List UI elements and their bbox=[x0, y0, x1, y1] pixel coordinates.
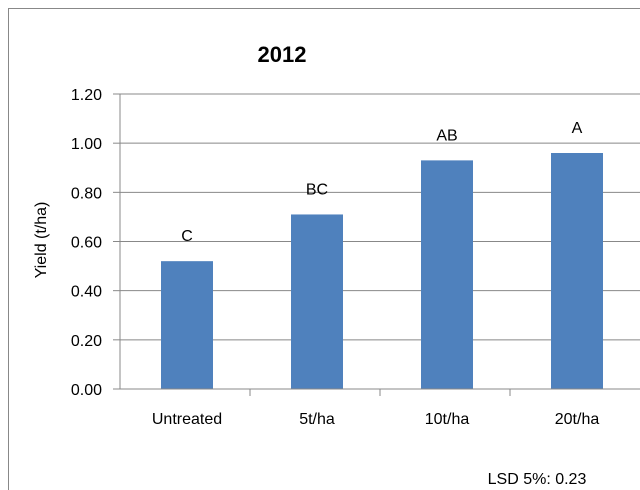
bar bbox=[551, 153, 603, 389]
y-axis-label: Yield (t/ha) bbox=[33, 202, 50, 279]
lsd-annotation: LSD 5%: 0.23 bbox=[488, 471, 587, 488]
x-tick-label: 10t/ha bbox=[425, 411, 470, 428]
bar bbox=[291, 214, 343, 389]
bar bbox=[421, 160, 473, 389]
y-tick-label: 0.00 bbox=[71, 382, 102, 399]
chart-title: 2012 bbox=[258, 42, 307, 67]
data-labels: C BC AB A bbox=[181, 120, 582, 245]
y-tick-label: 0.80 bbox=[71, 185, 102, 202]
x-tick-label: 20t/ha bbox=[555, 411, 600, 428]
y-axis-ticks: 0.00 0.20 0.40 0.60 0.80 1.00 1.20 bbox=[71, 87, 120, 399]
y-tick-label: 0.60 bbox=[71, 235, 102, 252]
x-tick-label: Untreated bbox=[152, 411, 222, 428]
bar-data-label: BC bbox=[306, 181, 328, 198]
bar bbox=[161, 261, 213, 389]
x-axis-ticks: Untreated 5t/ha 10t/ha 20t/ha bbox=[152, 389, 599, 428]
y-tick-label: 0.40 bbox=[71, 284, 102, 301]
y-tick-label: 0.20 bbox=[71, 333, 102, 350]
bar-data-label: AB bbox=[436, 127, 457, 144]
bars bbox=[161, 153, 603, 389]
y-tick-label: 1.20 bbox=[71, 87, 102, 104]
bar-data-label: A bbox=[572, 120, 583, 137]
bar-data-label: C bbox=[181, 228, 193, 245]
x-tick-label: 5t/ha bbox=[299, 411, 335, 428]
y-tick-label: 1.00 bbox=[71, 136, 102, 153]
